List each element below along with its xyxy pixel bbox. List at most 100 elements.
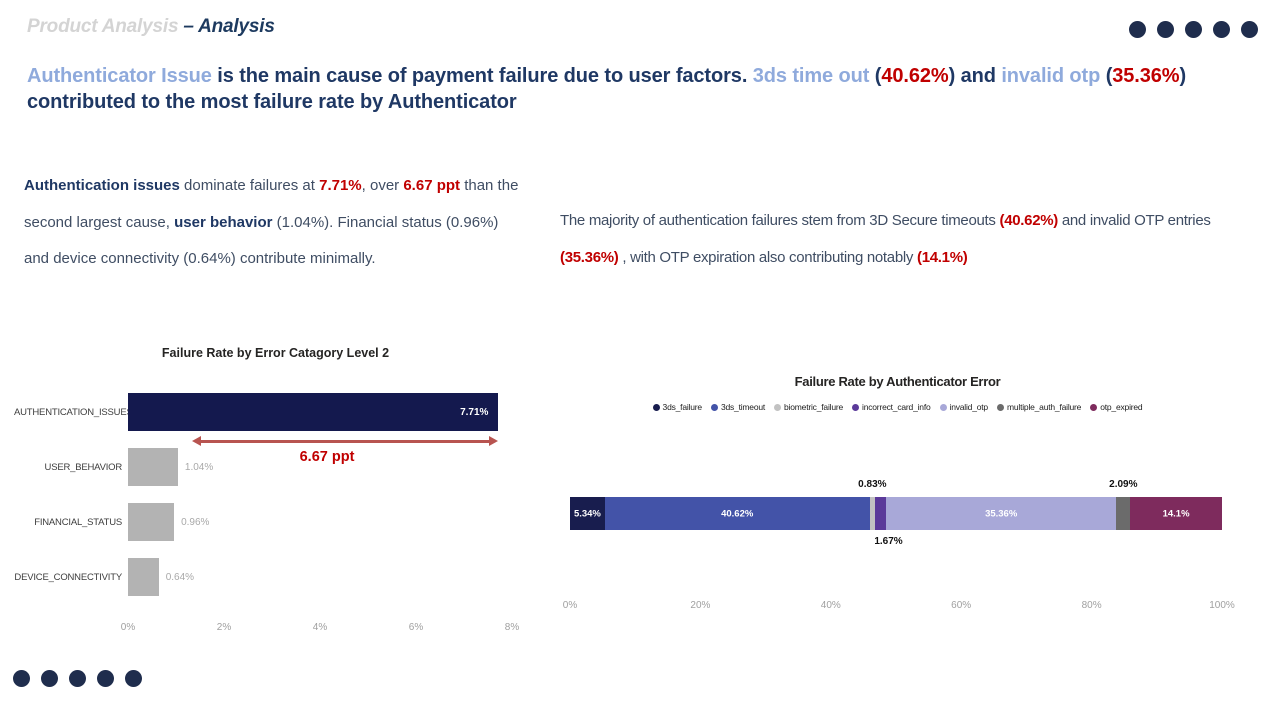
text-segment: 3ds time out (752, 65, 875, 87)
text-segment: 40.62% (881, 65, 949, 87)
annotation-arrow-right-head (489, 436, 499, 446)
segment-value-label: 14.1% (1162, 508, 1190, 519)
text-segment: invalid otp (1001, 65, 1106, 87)
decorative-dot (1129, 21, 1146, 38)
category-label: AUTHENTICATION_ISSUES (14, 407, 133, 418)
decorative-dots-top-right (1129, 21, 1258, 38)
legend-item: incorrect_card_info (852, 402, 931, 412)
legend-item: otp_expired (1090, 402, 1143, 412)
annotation-arrow-line (198, 440, 492, 443)
bar-value-label: 7.71% (460, 407, 489, 418)
legend-label: invalid_otp (949, 402, 989, 412)
stacked-bar: 5.34% 40.62% 35.36% 14.1% (570, 497, 1223, 530)
error-category-bar-chart: Failure Rate by Error Catagory Level 2 A… (14, 322, 537, 655)
page-title-dark: – Analysis (183, 16, 275, 37)
text-segment: ( (1105, 65, 1113, 87)
annotation-text: 6.67 ppt (299, 449, 355, 465)
stacked-bar-segment: 35.36% (885, 497, 1117, 530)
legend-label: incorrect_card_info (862, 402, 931, 412)
bar (128, 503, 175, 541)
text-segment: dominate failures at (179, 177, 320, 194)
legend-color-dot (774, 403, 782, 411)
legend-item: biometric_failure (774, 402, 843, 412)
legend-label: 3ds_failure (662, 402, 703, 412)
legend-item: multiple_auth_failure (996, 402, 1081, 412)
text-segment: user behavior (174, 213, 273, 231)
x-axis-tick: 60% (951, 600, 972, 611)
stacked-bar-segment: 14.1% (1130, 497, 1223, 530)
bar-value-label: 0.64% (165, 572, 195, 583)
category-label: FINANCIAL_STATUS (34, 517, 122, 528)
page-title: Product Analysis – Analysis (27, 16, 275, 38)
segment-value-label: 5.34% (573, 508, 601, 519)
decorative-dot (13, 670, 30, 687)
legend-item: 3ds_timeout (710, 402, 766, 412)
authenticator-error-stacked-chart: Failure Rate by Authenticator Error 3ds_… (555, 342, 1240, 655)
x-axis-tick: 80% (1081, 600, 1102, 611)
decorative-dot (41, 670, 58, 687)
legend-item: invalid_otp (939, 402, 989, 412)
x-axis-tick: 100% (1209, 600, 1235, 611)
legend-color-dot (996, 403, 1004, 411)
page-title-light: Product Analysis (27, 16, 184, 37)
bar (128, 393, 499, 431)
text-segment: The majority of authentication failures … (560, 212, 1000, 229)
legend-label: 3ds_timeout (720, 402, 766, 412)
legend-color-dot (939, 403, 947, 411)
category-label: DEVICE_CONNECTIVITY (14, 572, 122, 583)
right-chart-legend: 3ds_failure 3ds_timeout biometric_failure i… (555, 402, 1240, 412)
text-segment: 35.36% (1112, 65, 1180, 87)
x-axis-tick: 0% (562, 600, 578, 611)
decorative-dot (1185, 21, 1202, 38)
decorative-dots-bottom-left (13, 670, 142, 687)
text-segment: than the second largest cause, (24, 177, 519, 231)
text-segment: (14.1%) (917, 248, 968, 266)
left-analysis-paragraph: Authentication issues dominate failures … (24, 168, 526, 278)
stacked-bar-segment (869, 497, 876, 530)
text-segment: (40.62%) (999, 212, 1059, 229)
text-segment: ( (874, 65, 882, 87)
text-segment: ) and (948, 65, 1002, 87)
decorative-dot (69, 670, 86, 687)
segment-callout-below: 1.67% (874, 536, 903, 547)
text-segment: Authenticator Issue (27, 65, 218, 87)
text-segment: , with OTP expiration also contributing … (618, 248, 917, 266)
bar (128, 448, 178, 486)
text-segment: ) contributed to the most failure rate b… (27, 65, 1187, 113)
stacked-bar-segment: 40.62% (604, 497, 870, 530)
x-axis-tick: 40% (820, 600, 841, 611)
segment-callout-above: 0.83% (858, 479, 887, 490)
bar-value-label: 1.04% (184, 462, 214, 473)
legend-color-dot (652, 403, 660, 411)
left-chart-title: Failure Rate by Error Catagory Level 2 (161, 346, 390, 360)
category-label: USER_BEHAVIOR (44, 462, 123, 473)
segment-value-label: 40.62% (721, 508, 754, 519)
stacked-bar-segment (875, 497, 886, 530)
bar (128, 558, 159, 596)
x-axis-tick: 6% (408, 622, 424, 633)
legend-color-dot (1090, 403, 1098, 411)
legend-label: biometric_failure (784, 402, 844, 412)
text-segment: and invalid OTP entries (1057, 212, 1211, 229)
x-axis-tick: 20% (690, 600, 711, 611)
decorative-dot (125, 670, 142, 687)
stacked-bar-segment: 5.34% (570, 497, 605, 530)
decorative-dot (1157, 21, 1174, 38)
x-axis-tick: 8% (504, 622, 520, 633)
legend-color-dot (852, 403, 860, 411)
bar-value-label: 0.96% (181, 517, 210, 528)
legend-color-dot (710, 403, 718, 411)
text-segment: (1.04%). Financial status (0.96%) and de… (24, 213, 499, 268)
right-analysis-paragraph: The majority of authentication failures … (560, 203, 1228, 276)
text-segment: (35.36%) (560, 248, 619, 266)
text-segment: 7.71% (319, 177, 362, 194)
x-axis-tick: 4% (312, 622, 328, 633)
decorative-dot (1213, 21, 1230, 38)
segment-value-label: 35.36% (985, 508, 1018, 519)
stacked-bar-segment (1116, 497, 1131, 530)
text-segment: 6.67 ppt (403, 177, 461, 194)
x-axis-tick: 0% (120, 622, 136, 633)
headline: Authenticator Issue is the main cause of… (27, 63, 1237, 115)
right-chart-title: Failure Rate by Authenticator Error (794, 374, 1001, 389)
text-segment: Authentication issues (24, 177, 180, 194)
